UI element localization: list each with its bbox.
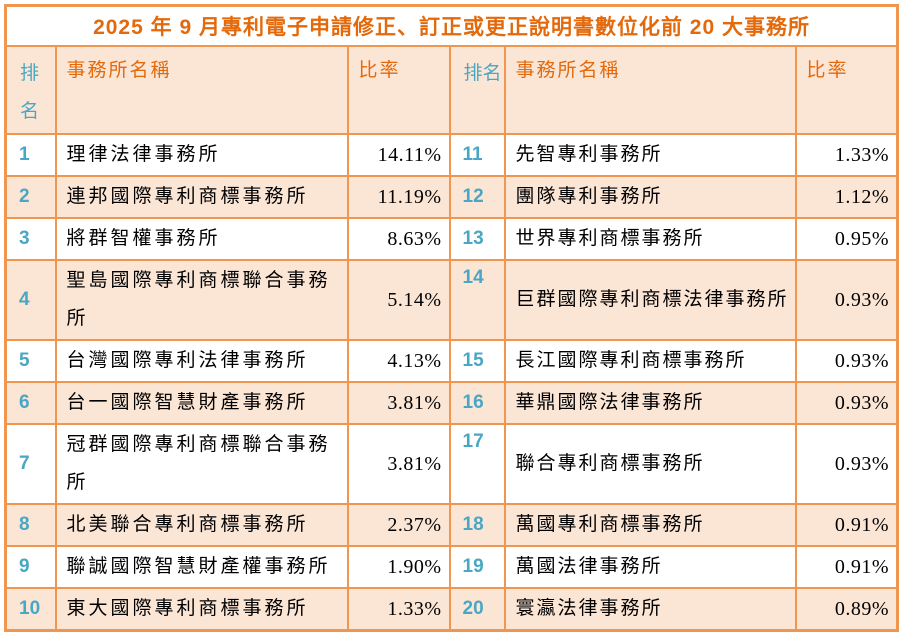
firm-name-cell: 台一國際智慧財產事務所	[54, 381, 349, 426]
rank-cell: 4	[4, 259, 57, 342]
table-row: 2 連邦國際專利商標事務所 11.19% 12 團隊專利事務所 1.12%	[4, 175, 899, 220]
firm-name-cell: 聖島國際專利商標聯合事務所	[54, 259, 349, 342]
column-header-ratio-left: 比率	[346, 44, 451, 136]
firm-name-cell: 華鼎國際法律事務所	[503, 381, 797, 426]
ratio-cell: 0.93%	[794, 339, 899, 384]
column-header-ratio-right: 比率	[794, 44, 899, 136]
rank-cell: 5	[4, 339, 57, 384]
rank-cell: 8	[4, 503, 57, 548]
firm-name-cell: 巨群國際專利商標法律事務所	[503, 259, 797, 342]
firm-name-cell: 聯誠國際智慧財產權事務所	[54, 545, 349, 590]
rank-cell: 7	[4, 423, 57, 506]
rank-cell: 13	[448, 217, 506, 262]
rank-cell: 19	[448, 545, 506, 590]
table-row: 7 冠群國際專利商標聯合事務所 3.81% 17 聯合專利商標事務所 0.93%	[4, 423, 899, 506]
table-row: 5 台灣國際專利法律事務所 4.13% 15 長江國際專利商標事務所 0.93%	[4, 339, 899, 384]
ratio-cell: 11.19%	[346, 175, 451, 220]
rank-cell: 1	[4, 133, 57, 178]
firm-name-cell: 寰瀛法律事務所	[503, 587, 797, 632]
firm-name-cell: 冠群國際專利商標聯合事務所	[54, 423, 349, 506]
ratio-cell: 1.33%	[794, 133, 899, 178]
rank-cell: 10	[4, 587, 57, 632]
firm-name-cell: 世界專利商標事務所	[503, 217, 797, 262]
top20-firms-table: 2025 年 9 月專利電子申請修正、訂正或更正說明書數位化前 20 大事務所 …	[4, 4, 899, 632]
ratio-cell: 3.81%	[346, 381, 451, 426]
ratio-cell: 0.95%	[794, 217, 899, 262]
ratio-cell: 5.14%	[346, 259, 451, 342]
ratio-cell: 1.12%	[794, 175, 899, 220]
column-header-rank-left: 排名	[4, 44, 57, 136]
firm-name-cell: 萬國法律事務所	[503, 545, 797, 590]
ratio-cell: 0.93%	[794, 259, 899, 342]
table-row: 8 北美聯合專利商標事務所 2.37% 18 萬國專利商標事務所 0.91%	[4, 503, 899, 548]
rank-cell: 16	[448, 381, 506, 426]
table-row: 3 將群智權事務所 8.63% 13 世界專利商標事務所 0.95%	[4, 217, 899, 262]
rank-cell: 20	[448, 587, 506, 632]
rank-cell: 3	[4, 217, 57, 262]
firm-name-cell: 聯合專利商標事務所	[503, 423, 797, 506]
firm-name-cell: 北美聯合專利商標事務所	[54, 503, 349, 548]
ratio-cell: 0.91%	[794, 545, 899, 590]
ratio-cell: 3.81%	[346, 423, 451, 506]
ratio-cell: 8.63%	[346, 217, 451, 262]
rank-cell: 12	[448, 175, 506, 220]
ratio-cell: 0.93%	[794, 381, 899, 426]
firm-name-cell: 長江國際專利商標事務所	[503, 339, 797, 384]
table-row: 4 聖島國際專利商標聯合事務所 5.14% 14 巨群國際專利商標法律事務所 0…	[4, 259, 899, 342]
ratio-cell: 0.91%	[794, 503, 899, 548]
column-header-name-right: 事務所名稱	[503, 44, 797, 136]
firm-name-cell: 將群智權事務所	[54, 217, 349, 262]
table-row: 10 東大國際專利商標事務所 1.33% 20 寰瀛法律事務所 0.89%	[4, 587, 899, 632]
ratio-cell: 14.11%	[346, 133, 451, 178]
ratio-cell: 1.33%	[346, 587, 451, 632]
column-header-name-left: 事務所名稱	[54, 44, 349, 136]
ratio-cell: 0.93%	[794, 423, 899, 506]
table-row: 9 聯誠國際智慧財產權事務所 1.90% 19 萬國法律事務所 0.91%	[4, 545, 899, 590]
ratio-cell: 0.89%	[794, 587, 899, 632]
rank-cell: 15	[448, 339, 506, 384]
table-row: 6 台一國際智慧財產事務所 3.81% 16 華鼎國際法律事務所 0.93%	[4, 381, 899, 426]
rank-cell: 6	[4, 381, 57, 426]
firm-name-cell: 連邦國際專利商標事務所	[54, 175, 349, 220]
table-row: 1 理律法律事務所 14.11% 11 先智專利事務所 1.33%	[4, 133, 899, 178]
table-header-row: 排名 事務所名稱 比率 排名 事務所名稱 比率	[4, 44, 899, 136]
firm-name-cell: 東大國際專利商標事務所	[54, 587, 349, 632]
table-title-row: 2025 年 9 月專利電子申請修正、訂正或更正說明書數位化前 20 大事務所	[4, 4, 899, 47]
rank-cell: 17	[448, 423, 506, 506]
rank-cell: 9	[4, 545, 57, 590]
firm-name-cell: 理律法律事務所	[54, 133, 349, 178]
page-title: 2025 年 9 月專利電子申請修正、訂正或更正說明書數位化前 20 大事務所	[4, 4, 899, 47]
page: 2025 年 9 月專利電子申請修正、訂正或更正說明書數位化前 20 大事務所 …	[4, 4, 899, 632]
firm-name-cell: 台灣國際專利法律事務所	[54, 339, 349, 384]
firm-name-cell: 先智專利事務所	[503, 133, 797, 178]
firm-name-cell: 萬國專利商標事務所	[503, 503, 797, 548]
rank-cell: 14	[448, 259, 506, 342]
ratio-cell: 4.13%	[346, 339, 451, 384]
rank-cell: 18	[448, 503, 506, 548]
column-header-rank-right: 排名	[448, 44, 506, 136]
rank-cell: 11	[448, 133, 506, 178]
firm-name-cell: 團隊專利事務所	[503, 175, 797, 220]
ratio-cell: 2.37%	[346, 503, 451, 548]
rank-cell: 2	[4, 175, 57, 220]
ratio-cell: 1.90%	[346, 545, 451, 590]
